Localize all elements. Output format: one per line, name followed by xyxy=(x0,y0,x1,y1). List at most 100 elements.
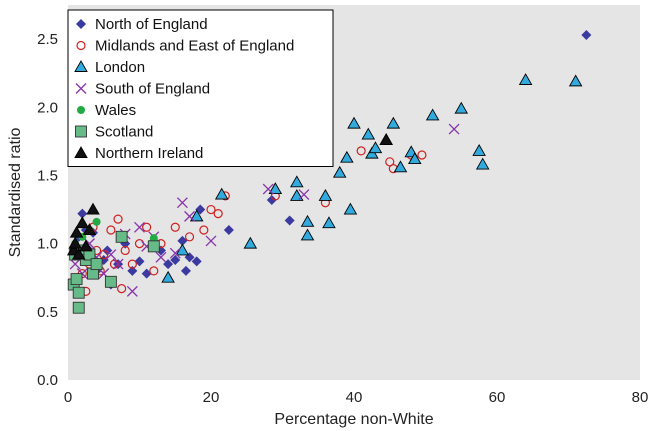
data-point xyxy=(393,160,408,173)
data-point xyxy=(104,275,117,288)
data-point xyxy=(214,187,229,200)
data-point xyxy=(298,189,310,201)
data-point xyxy=(184,252,195,263)
data-point xyxy=(79,239,93,252)
data-point xyxy=(425,108,440,121)
data-point xyxy=(300,228,315,241)
data-point xyxy=(170,222,180,232)
legend-marker xyxy=(76,19,86,29)
data-point xyxy=(318,189,333,201)
data-point xyxy=(72,286,85,299)
data-point xyxy=(169,247,181,259)
data-point xyxy=(82,223,97,235)
data-point xyxy=(322,216,336,229)
series-3 xyxy=(69,123,460,297)
data-point xyxy=(184,210,196,222)
y-tick-label: 0.0 xyxy=(37,372,58,389)
data-point xyxy=(112,258,124,270)
data-point xyxy=(189,209,204,222)
data-point xyxy=(300,214,315,227)
data-point xyxy=(68,236,82,249)
data-point xyxy=(113,214,123,224)
legend-marker xyxy=(75,125,87,138)
data-point xyxy=(379,133,393,145)
data-point xyxy=(368,141,383,154)
x-axis-ticks: 0 20 40 60 80 xyxy=(64,389,649,406)
data-point xyxy=(199,225,209,235)
data-point xyxy=(105,249,117,261)
data-point xyxy=(69,225,84,238)
data-point xyxy=(332,165,347,178)
data-point xyxy=(90,258,103,271)
data-point xyxy=(115,230,128,243)
data-point xyxy=(243,236,258,249)
data-point xyxy=(184,232,195,242)
data-point xyxy=(155,251,167,263)
legend-marker xyxy=(75,83,87,94)
data-point xyxy=(581,30,592,40)
data-point xyxy=(284,215,295,226)
data-point xyxy=(117,284,127,294)
x-tick-label: 0 xyxy=(64,389,72,406)
y-tick-label: 2.5 xyxy=(37,31,58,48)
data-point xyxy=(417,150,427,160)
data-point xyxy=(149,234,158,243)
legend-marker xyxy=(77,106,85,114)
y-axis-ticks: 0.0 0.5 1.0 1.5 2.0 2.5 xyxy=(37,31,58,389)
legend-marker xyxy=(76,40,86,51)
data-point xyxy=(147,240,160,253)
data-point xyxy=(70,273,83,286)
data-point xyxy=(206,204,216,215)
legend-entry-label: North of England xyxy=(95,16,208,33)
data-point xyxy=(72,301,85,314)
data-point xyxy=(361,127,376,140)
legend-entry-label: Northern Ireland xyxy=(95,145,203,162)
data-point xyxy=(205,235,217,247)
data-point xyxy=(180,265,191,276)
y-tick-label: 1.5 xyxy=(37,167,58,184)
data-point xyxy=(177,235,188,246)
x-tick-label: 60 xyxy=(489,389,506,406)
y-tick-label: 2.0 xyxy=(37,99,58,116)
y-tick-label: 0.5 xyxy=(37,304,58,321)
series-2 xyxy=(161,73,583,283)
data-point xyxy=(213,209,223,219)
data-point xyxy=(472,144,486,156)
data-point xyxy=(518,73,533,85)
data-point xyxy=(290,175,304,188)
data-point xyxy=(75,216,90,229)
data-point xyxy=(77,208,88,219)
y-tick-label: 1.0 xyxy=(37,236,58,253)
data-point xyxy=(142,222,152,232)
data-point xyxy=(176,197,188,209)
y-axis-label: Standardised ratio xyxy=(7,127,24,257)
legend-entry-label: Midlands and East of England xyxy=(95,38,294,55)
data-point xyxy=(126,285,138,297)
data-point xyxy=(161,270,175,283)
data-point xyxy=(407,152,422,165)
legend-entry-label: Scotland xyxy=(95,124,153,141)
data-point xyxy=(262,183,274,195)
data-point xyxy=(141,268,152,279)
data-point xyxy=(127,265,138,276)
data-point xyxy=(266,195,277,205)
data-point xyxy=(448,123,460,135)
data-point xyxy=(568,74,583,87)
data-point xyxy=(92,217,101,226)
data-point xyxy=(223,225,234,235)
data-point xyxy=(170,255,181,265)
data-point xyxy=(347,116,361,129)
data-point xyxy=(340,150,354,163)
data-point xyxy=(454,101,469,114)
legend-marker xyxy=(74,146,88,158)
legend-entry-label: Wales xyxy=(95,102,136,119)
legend-entry-label: South of England xyxy=(95,81,210,98)
x-tick-label: 20 xyxy=(203,389,220,406)
legend-entry-label: London xyxy=(95,59,145,76)
data-point xyxy=(120,245,130,256)
data-point xyxy=(356,146,366,156)
data-point xyxy=(134,256,145,267)
data-point xyxy=(343,202,358,215)
x-axis-label: Percentage non-White xyxy=(274,411,433,428)
